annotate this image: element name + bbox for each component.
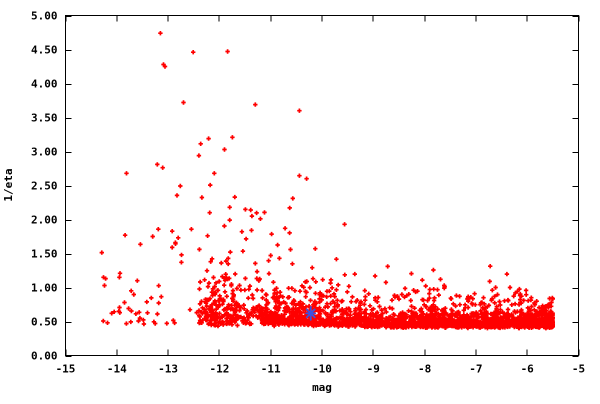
y-tick-label: 1.00 bbox=[31, 282, 58, 295]
y-tick-label: 0.50 bbox=[31, 316, 58, 329]
y-tick-label: 2.00 bbox=[31, 214, 58, 227]
x-tick-label: -10 bbox=[312, 363, 332, 376]
axes bbox=[65, 15, 580, 357]
x-tick-label: -15 bbox=[56, 363, 76, 376]
y-tick-label: 1.50 bbox=[31, 248, 58, 261]
x-tick-label: -8 bbox=[418, 363, 431, 376]
y-tick-label: 5.00 bbox=[31, 10, 58, 23]
y-tick-label: 4.00 bbox=[31, 78, 58, 91]
y-tick-label: 3.00 bbox=[31, 146, 58, 159]
tick-marks bbox=[65, 15, 580, 357]
x-tick-label: -5 bbox=[572, 363, 585, 376]
x-tick-label: -14 bbox=[107, 363, 127, 376]
x-tick-label: -7 bbox=[469, 363, 482, 376]
x-tick-label: -9 bbox=[367, 363, 380, 376]
red-plus-markers bbox=[99, 31, 555, 331]
y-tick-label: 0.00 bbox=[31, 350, 58, 363]
blue-asterisk-marker bbox=[305, 305, 317, 321]
x-axis-label: mag bbox=[312, 381, 332, 394]
x-tick-label: -6 bbox=[521, 363, 535, 376]
x-tick-label: -13 bbox=[158, 363, 178, 376]
data-points bbox=[99, 31, 555, 331]
x-tick-label: -12 bbox=[209, 363, 229, 376]
y-tick-label: 2.50 bbox=[31, 180, 58, 193]
y-axis-label: 1/eta bbox=[2, 168, 15, 201]
y-tick-label: 3.50 bbox=[31, 112, 58, 125]
tick-labels: -15 -14 -13 -12 -11 -10 -9 -8 -7 -6 -5 0.00 0.50 1.00… bbox=[31, 10, 585, 376]
x-tick-label: -11 bbox=[261, 363, 281, 376]
y-tick-label: 4.50 bbox=[31, 44, 58, 57]
